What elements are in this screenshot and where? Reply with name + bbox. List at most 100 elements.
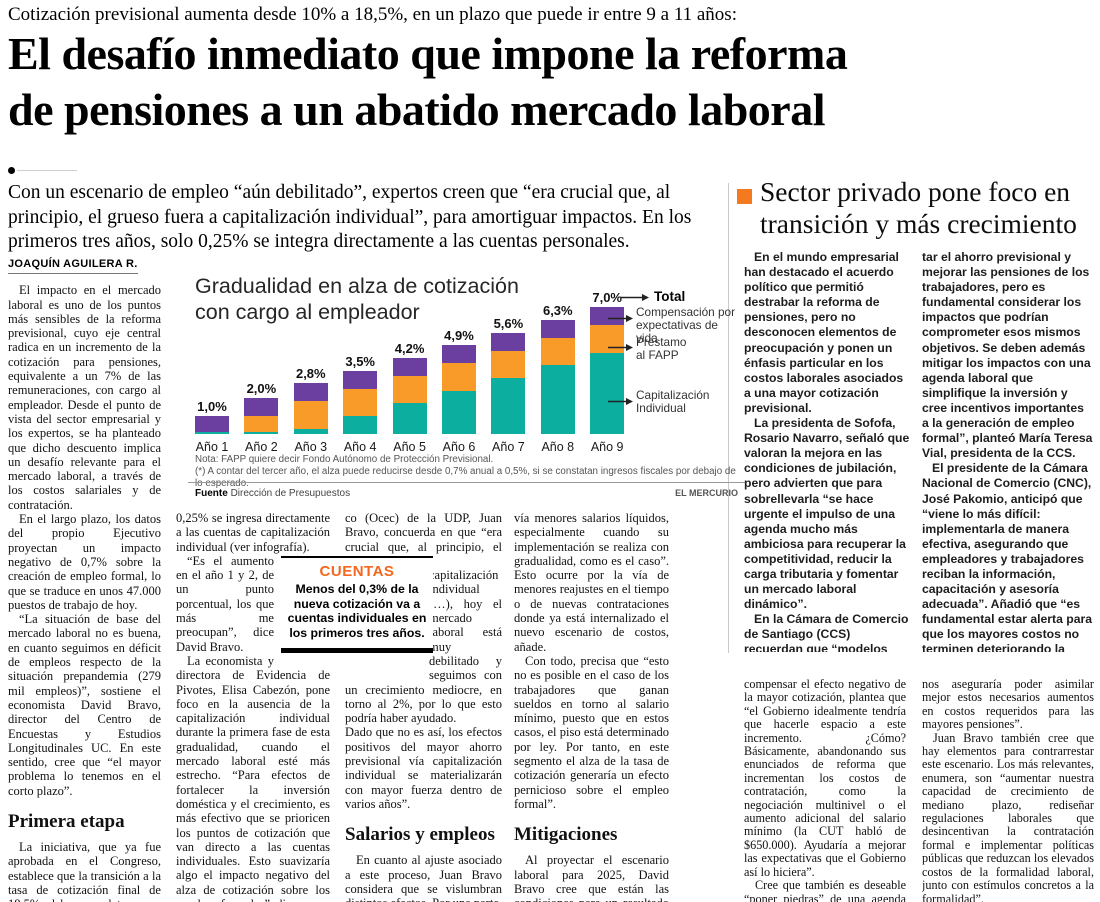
x-axis-label: Año 4 [343,440,377,454]
paragraph: La iniciativa, que ya fue aprobada en el… [8,839,161,902]
paragraph: vía menores salarios líquidos, especialm… [514,511,669,654]
bar-segment [392,357,427,377]
bar-segment [540,319,575,339]
bar-segment [442,390,476,434]
source-name: Dirección de Presupuestos [230,488,351,499]
bar-segment [442,345,476,364]
paragraph: Cree que también es deseable “poner pied… [744,878,906,902]
headline-separator [8,166,88,174]
paragraph: La economista y directora de Evidencia d… [176,653,330,902]
bar-value-label: 1,0% [197,398,227,414]
bar-value-label: 5,6% [493,315,524,331]
source-divider [188,482,745,483]
arrow-right-icon [608,398,633,405]
bar-segment [442,363,476,391]
paragraph: “Es el aumento en el año 1 y 2, de un pu… [176,553,274,654]
paragraph: tar el ahorro previsional y mejorar las … [922,250,1093,461]
article-column-2: 0,25% se ingresa directamente a las cuen… [176,511,330,902]
bar-segment [540,365,575,434]
paragraph: La presidenta de Sofofa, Rosario Navarro… [744,416,910,612]
bar-segment [195,432,229,434]
sidebar-headline-line-1: Sector privado pone foco en [760,176,1071,207]
paragraph: 0,25% se ingresa directamente a las cuen… [176,511,330,554]
paragraph: En el largo plazo, los datos del propio … [8,512,161,612]
arrow-right-icon [608,344,633,351]
x-axis-label: Año 7 [492,440,525,454]
sidebar-headline-line-2: transición y más crecimiento [760,207,1077,239]
x-axis-label: Año 8 [541,440,575,454]
x-axis-label: Año 1 [195,440,229,454]
x-axis-label: Año 3 [294,440,328,454]
main-headline: El desafío inmediato que impone la refor… [8,26,1093,138]
paragraph: Al proyectar el escenario laboral para 2… [514,853,669,902]
sidebar-headline: Sector privado pone foco en transición y… [760,176,1095,239]
vertical-divider [728,183,729,653]
headline-line-2: de pensiones a un abatido mercado labora… [8,84,825,135]
paragraph: El impacto en el mercado laboral es uno … [8,283,161,512]
paragraph: En el mundo empresarial han destacado el… [744,250,904,415]
article-column-5: compensar el efecto negativo de la mayor… [744,678,906,902]
cuentas-pullquote-box: CUENTAS Menos del 0,3% de la nueva cotiz… [281,556,433,654]
cuentas-text: Menos del 0,3% de la nueva cotización va… [287,582,427,640]
chart-note-2: (*) A contar del tercer año, el alza pue… [195,466,736,489]
total-label: Total [654,289,686,304]
paragraph: En cuanto al ajuste asociado a este proc… [345,853,502,902]
x-axis-label: Año 2 [245,440,278,454]
paragraph: nos aseguraría poder asimilar mejor esto… [922,678,1094,732]
bar-segment [491,350,526,378]
legend-item-capitalizacion: Capitalización Individual [636,388,710,416]
bar-segment [343,370,378,389]
paragraph: Con todo, precisa que “esto no es posibl… [514,653,669,811]
legend-item-compensacion: Compensación por expectativas de vida [636,305,736,346]
bar-segment [244,415,279,433]
source-label: Fuente [195,488,228,499]
bar-value-label: 3,5% [345,353,375,369]
sidebar-bullet-square [737,189,752,204]
paragraph: capitalización individual (…), hoy el me… [345,568,502,726]
credit: EL MERCURIO [675,488,738,498]
infographic-chart: Gradualidad en alza de cotización con ca… [188,270,745,502]
paragraph: Dado que no es así, los efectos positivo… [345,725,502,811]
legend-item-prestamo: Préstamo al FAPP [636,335,687,363]
bar-segment [195,415,229,433]
lead-paragraph: Con un escenario de empleo “aún debilita… [8,182,692,253]
source-row: EL MERCURIO Fuente Dirección de Presupue… [195,488,738,499]
bar-segment [590,307,625,326]
subhead-salarios-y-empleos: Salarios y empleos [345,824,495,846]
sidebar-column-right: tar el ahorro previsional y mejorar las … [922,250,1094,652]
bar-segment [392,403,427,434]
bar-segment [491,377,526,434]
chart-note-1: Nota: FAPP quiere decir Fondo Autónomo d… [195,454,494,465]
article-column-1: JOAQUÍN AGUILERA R. El impacto en el mer… [8,256,161,902]
chart-title: Gradualidad en alza de cotización con ca… [195,274,519,324]
bar-segment [343,415,378,434]
arrow-right-icon [608,315,633,322]
x-axis-label: Año 6 [442,440,476,454]
byline: JOAQUÍN AGUILERA R. [8,257,138,275]
bar-value-label: 2,0% [246,380,277,396]
separator-line [17,170,77,171]
bar-segment [343,388,378,416]
bar-segment [392,376,427,404]
headline-line-1: El desafío inmediato que impone la refor… [8,28,848,79]
chart-total-marker: Total [620,289,685,307]
article-column-6: nos aseguraría poder asimilar mejor esto… [922,678,1094,902]
arrow-right-icon [620,294,649,301]
bar-value-label: 7,0% [592,290,622,306]
bar-segment [590,352,625,434]
bar-segment [540,338,575,366]
article-column-4: vía menores salarios líquidos, especialm… [514,511,669,902]
paragraph: “La situación de base del mercado labora… [8,612,161,798]
x-axis-label: Año 5 [393,440,426,454]
bar-value-label: 4,9% [444,328,474,344]
kicker: Cotización previsional aumenta desde 10%… [8,4,737,25]
sidebar-column-left: En el mundo empresarial han destacado el… [744,250,910,652]
cuentas-title: CUENTAS [319,563,395,580]
bar-value-label: 4,2% [394,340,425,356]
subhead-primera-etapa: Primera etapa [8,810,125,832]
paragraph: compensar el efecto negativo de la mayor… [744,678,906,879]
bullet-dot [8,167,15,174]
bar-segment [491,332,526,351]
bar-segment [293,383,328,402]
